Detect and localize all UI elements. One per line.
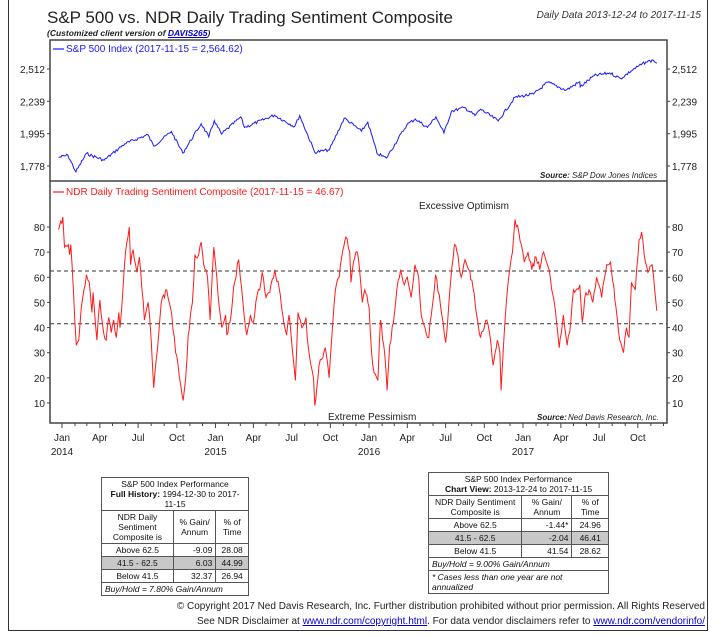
sentiment-ytick-label-left: 50: [34, 298, 46, 309]
sentiment-ytick-label-left: 20: [34, 374, 46, 385]
buy-hold-note: Buy/Hold = 7.80% Gain/Annum: [101, 582, 249, 596]
xtick-label: Jan: [54, 433, 70, 444]
sp500-ytick-label-right: 1,778: [672, 162, 697, 173]
sentiment-ytick-label-right: 20: [672, 374, 684, 385]
header-gain: % Gain/ Annum: [521, 495, 573, 519]
sp500-ytick-label-right: 2,512: [672, 65, 697, 76]
sp500-source: S&P Dow Jones Indices: [572, 171, 657, 180]
year-label: 2017: [512, 447, 535, 458]
table-row: Above 62.5 -1.44* 24.96: [427, 518, 609, 532]
date-range: Daily Data 2013-12-24 to 2017-11-15: [536, 10, 701, 21]
sentiment-ytick-label-right: 70: [672, 248, 684, 259]
xtick-label: Oct: [477, 433, 493, 444]
chart-subtitle: (Customized client version of DAVIS265): [47, 28, 210, 38]
table-title: S&P 500 Index Performance Chart View: 201…: [428, 472, 609, 496]
outer-frame: [8, 0, 708, 631]
xtick-label: Oct: [630, 433, 646, 444]
copyright-text: © Copyright 2017 Ned Davis Research, Inc…: [176, 601, 705, 612]
annualized-note: * Cases less than one year are not annua…: [428, 570, 609, 594]
sentiment-source-label: Source:: [537, 413, 567, 422]
sp500-ytick-label-left: 1,778: [20, 162, 45, 173]
annotation-extreme-pessimism: Extreme Pessimism: [328, 412, 416, 423]
sp500-ytick-label-left: 1,995: [20, 130, 45, 141]
sentiment-ytick-label-right: 40: [672, 324, 684, 335]
sentiment-ytick-label-left: 30: [34, 349, 46, 360]
sentiment-legend: NDR Daily Trading Sentiment Composite (2…: [66, 187, 343, 198]
sentiment-ytick-label-left: 70: [34, 248, 46, 259]
sentiment-ytick-label-right: 60: [672, 273, 684, 284]
vendor-info-link[interactable]: www.ndr.com/vendorinfo/: [593, 616, 705, 627]
davis265-link[interactable]: DAVIS265: [167, 28, 208, 38]
sentiment-ytick-label-right: 80: [672, 223, 684, 234]
year-label: 2014: [51, 447, 74, 458]
subtitle-suffix: ): [207, 28, 211, 38]
full-history-table: S&P 500 Index Performance Full History: 1…: [101, 477, 249, 596]
sentiment-ytick-label-left: 10: [34, 399, 46, 410]
table-row: 41.5 - 62.5 -2.04 46.41: [427, 531, 609, 545]
xtick-label: Jul: [439, 433, 452, 444]
header-composite: NDR Daily Sentiment Composite is: [427, 495, 523, 519]
sentiment-ytick-label-right: 10: [672, 399, 684, 410]
year-label: 2015: [204, 447, 227, 458]
xtick-label: Jul: [132, 433, 145, 444]
sp500-ytick-label-left: 2,512: [20, 65, 45, 76]
chart-svg: S&P 500 Index (2017-11-15 = 2,564.62) So…: [20, 39, 697, 458]
sentiment-ytick-label-right: 30: [672, 349, 684, 360]
header-composite: NDR Daily Sentiment Composite is: [101, 510, 174, 544]
sentiment-source: Ned Davis Research, Inc.: [568, 413, 659, 422]
header-time: % of Time: [571, 495, 609, 519]
xtick-label: Apr: [246, 433, 262, 444]
xtick-label: Apr: [553, 433, 569, 444]
xtick-label: Jan: [207, 433, 223, 444]
xtick-label: Oct: [323, 433, 339, 444]
chart-view-table: S&P 500 Index Performance Chart View: 201…: [427, 472, 609, 594]
sp500-ytick-label-left: 2,239: [20, 97, 45, 108]
xtick-label: Oct: [169, 433, 185, 444]
header-gain: % Gain/ Annum: [172, 510, 217, 544]
table-row: Above 62.5 -9.09 28.08: [101, 543, 249, 557]
plot-frame: [49, 39, 668, 424]
sp500-line: [58, 59, 658, 174]
buy-hold-note: Buy/Hold = 9.00% Gain/Annum: [428, 557, 609, 571]
xtick-label: Jan: [515, 433, 531, 444]
xtick-label: Apr: [92, 433, 108, 444]
xtick-label: Jan: [361, 433, 377, 444]
table-row: Below 41.5 41.54 28.62: [427, 544, 609, 558]
subtitle-prefix: (Customized client version of: [47, 28, 168, 38]
sentiment-ytick-label-left: 80: [34, 223, 46, 234]
annotation-excessive-optimism: Excessive Optimism: [419, 201, 509, 212]
header-time: % of Time: [215, 510, 249, 544]
disclaimer-text: See NDR Disclaimer at www.ndr.com/copyri…: [197, 616, 705, 627]
sp500-source-label: Source:: [540, 171, 570, 180]
chart-title: S&P 500 vs. NDR Daily Trading Sentiment …: [47, 8, 453, 27]
year-label: 2016: [358, 447, 381, 458]
xtick-label: Jul: [285, 433, 298, 444]
table-title: S&P 500 Index Performance Full History: 1…: [101, 477, 249, 511]
xtick-label: Apr: [400, 433, 416, 444]
sp500-ytick-label-right: 1,995: [672, 130, 697, 141]
table-row: Below 41.5 32.37 26.94: [101, 569, 249, 583]
xtick-label: Jul: [593, 433, 606, 444]
sentiment-line: [58, 216, 658, 406]
sp500-legend: S&P 500 Index (2017-11-15 = 2,564.62): [66, 44, 243, 55]
sentiment-ytick-label-left: 60: [34, 273, 46, 284]
copyright-link[interactable]: www.ndr.com/copyright.html: [302, 616, 428, 627]
sp500-ytick-label-right: 2,239: [672, 97, 697, 108]
sentiment-ytick-label-left: 40: [34, 324, 46, 335]
sentiment-ytick-label-right: 50: [672, 298, 684, 309]
table-row: 41.5 - 62.5 6.03 44.99: [101, 556, 249, 570]
